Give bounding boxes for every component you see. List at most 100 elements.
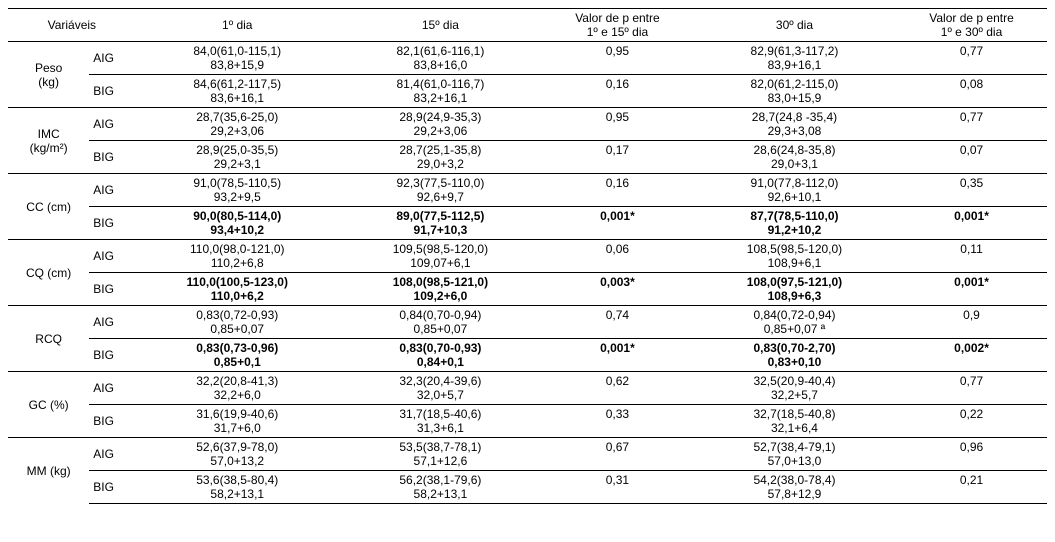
day1-cell: 28,7(35,6-25,0)29,2+3,06 [136, 108, 339, 141]
group-label: BIG [89, 75, 135, 108]
header-dia15: 15º dia [339, 9, 542, 42]
table-row: CC (cm)AIG91,0(78,5-110,5)93,2+9,592,3(7… [8, 174, 1047, 207]
day30-cell: 87,7(78,5-110,0)91,2+10,2 [693, 207, 896, 240]
day1-cell: 31,6(19,9-40,6)31,7+6,0 [136, 405, 339, 438]
group-label: AIG [89, 108, 135, 141]
day30-cell: 52,7(38,4-79,1)57,0+13,0 [693, 438, 896, 471]
day30-cell: 82,0(61,2-115,0)83,0+15,9 [693, 75, 896, 108]
day15-cell: 0,84(0,70-0,94)0,85+0,07 [339, 306, 542, 339]
p30-cell: 0,002* [896, 339, 1047, 372]
p15-cell: 0,95 [542, 42, 693, 75]
p15-cell: 0,33 [542, 405, 693, 438]
day30-cell: 28,7(24,8 -35,4)29,3+3,08 [693, 108, 896, 141]
day15-cell: 28,9(24,9-35,3)29,2+3,06 [339, 108, 542, 141]
p30-cell: 0,22 [896, 405, 1047, 438]
day15-cell: 109,5(98,5-120,0)109,07+6,1 [339, 240, 542, 273]
table-row: CQ (cm)AIG110,0(98,0-121,0)110,2+6,8109,… [8, 240, 1047, 273]
p15-cell: 0,95 [542, 108, 693, 141]
table-row: BIG84,6(61,2-117,5)83,6+16,181,4(61,0-11… [8, 75, 1047, 108]
group-label: BIG [89, 207, 135, 240]
day30-cell: 28,6(24,8-35,8)29,0+3,1 [693, 141, 896, 174]
header-p15-l2: 1º e 15º dia [546, 25, 689, 39]
p15-cell: 0,16 [542, 75, 693, 108]
day1-cell: 0,83(0,73-0,96)0,85+0,1 [136, 339, 339, 372]
day30-cell: 91,0(77,8-112,0)92,6+10,1 [693, 174, 896, 207]
p15-cell: 0,001* [542, 339, 693, 372]
variable-label: IMC(kg/m²) [8, 108, 89, 174]
day15-cell: 53,5(38,7-78,1)57,1+12,6 [339, 438, 542, 471]
p30-cell: 0,77 [896, 42, 1047, 75]
day15-cell: 81,4(61,0-116,7)83,2+16,1 [339, 75, 542, 108]
day1-cell: 28,9(25,0-35,5)29,2+3,1 [136, 141, 339, 174]
table-row: Peso(kg)AIG84,0(61,0-115,1)83,8+15,982,1… [8, 42, 1047, 75]
day30-cell: 108,0(97,5-121,0)108,9+6,3 [693, 273, 896, 306]
group-label: BIG [89, 471, 135, 504]
day15-cell: 32,3(20,4-39,6)32,0+5,7 [339, 372, 542, 405]
day15-cell: 56,2(38,1-79,6)58,2+13,1 [339, 471, 542, 504]
p15-cell: 0,17 [542, 141, 693, 174]
table-row: BIG53,6(38,5-80,4)58,2+13,156,2(38,1-79,… [8, 471, 1047, 504]
group-label: AIG [89, 42, 135, 75]
day15-cell: 108,0(98,5-121,0)109,2+6,0 [339, 273, 542, 306]
p15-cell: 0,001* [542, 207, 693, 240]
day15-cell: 92,3(77,5-110,0)92,6+9,7 [339, 174, 542, 207]
day30-cell: 54,2(38,0-78,4)57,8+12,9 [693, 471, 896, 504]
table-row: IMC(kg/m²)AIG28,7(35,6-25,0)29,2+3,0628,… [8, 108, 1047, 141]
day30-cell: 0,83(0,70-2,70)0,83+0,10 [693, 339, 896, 372]
header-p15-l1: Valor de p entre [546, 11, 689, 25]
p30-cell: 0,08 [896, 75, 1047, 108]
data-table: Variáveis 1º dia 15º dia Valor de p entr… [8, 8, 1047, 504]
p15-cell: 0,16 [542, 174, 693, 207]
day1-cell: 84,0(61,0-115,1)83,8+15,9 [136, 42, 339, 75]
day1-cell: 53,6(38,5-80,4)58,2+13,1 [136, 471, 339, 504]
header-p30-l2: 1º e 30º dia [900, 25, 1043, 39]
p30-cell: 0,77 [896, 108, 1047, 141]
day30-cell: 108,5(98,5-120,0)108,9+6,1 [693, 240, 896, 273]
p30-cell: 0,77 [896, 372, 1047, 405]
table-row: BIG0,83(0,73-0,96)0,85+0,10,83(0,70-0,93… [8, 339, 1047, 372]
p15-cell: 0,003* [542, 273, 693, 306]
day15-cell: 31,7(18,5-40,6)31,3+6,1 [339, 405, 542, 438]
day30-cell: 82,9(61,3-117,2)83,9+16,1 [693, 42, 896, 75]
day1-cell: 110,0(100,5-123,0)110,0+6,2 [136, 273, 339, 306]
day15-cell: 0,83(0,70-0,93)0,84+0,1 [339, 339, 542, 372]
p15-cell: 0,06 [542, 240, 693, 273]
p15-cell: 0,62 [542, 372, 693, 405]
p30-cell: 0,07 [896, 141, 1047, 174]
header-dia1: 1º dia [136, 9, 339, 42]
variable-label: CC (cm) [8, 174, 89, 240]
variable-label: RCQ [8, 306, 89, 372]
table-row: RCQAIG0,83(0,72-0,93)0,85+0,070,84(0,70-… [8, 306, 1047, 339]
table-row: GC (%)AIG32,2(20,8-41,3)32,2+6,032,3(20,… [8, 372, 1047, 405]
group-label: AIG [89, 372, 135, 405]
p15-cell: 0,67 [542, 438, 693, 471]
group-label: BIG [89, 273, 135, 306]
day1-cell: 90,0(80,5-114,0)93,4+10,2 [136, 207, 339, 240]
variable-label: GC (%) [8, 372, 89, 438]
p30-cell: 0,9 [896, 306, 1047, 339]
p30-cell: 0,001* [896, 207, 1047, 240]
variable-label: Peso(kg) [8, 42, 89, 108]
day15-cell: 89,0(77,5-112,5)91,7+10,3 [339, 207, 542, 240]
p30-cell: 0,96 [896, 438, 1047, 471]
header-p30-l1: Valor de p entre [900, 11, 1043, 25]
group-label: AIG [89, 306, 135, 339]
header-variaveis: Variáveis [8, 9, 136, 42]
p30-cell: 0,35 [896, 174, 1047, 207]
p15-cell: 0,74 [542, 306, 693, 339]
header-p30: Valor de p entre 1º e 30º dia [896, 9, 1047, 42]
p15-cell: 0,31 [542, 471, 693, 504]
day1-cell: 52,6(37,9-78,0)57,0+13,2 [136, 438, 339, 471]
day30-cell: 0,84(0,72-0,94)0,85+0,07 ª [693, 306, 896, 339]
day15-cell: 82,1(61,6-116,1)83,8+16,0 [339, 42, 542, 75]
day1-cell: 84,6(61,2-117,5)83,6+16,1 [136, 75, 339, 108]
p30-cell: 0,11 [896, 240, 1047, 273]
day30-cell: 32,7(18,5-40,8)32,1+6,4 [693, 405, 896, 438]
table-row: BIG28,9(25,0-35,5)29,2+3,128,7(25,1-35,8… [8, 141, 1047, 174]
day1-cell: 110,0(98,0-121,0)110,2+6,8 [136, 240, 339, 273]
variable-label: CQ (cm) [8, 240, 89, 306]
p30-cell: 0,001* [896, 273, 1047, 306]
day30-cell: 32,5(20,9-40,4)32,2+5,7 [693, 372, 896, 405]
group-label: AIG [89, 438, 135, 471]
day1-cell: 91,0(78,5-110,5)93,2+9,5 [136, 174, 339, 207]
